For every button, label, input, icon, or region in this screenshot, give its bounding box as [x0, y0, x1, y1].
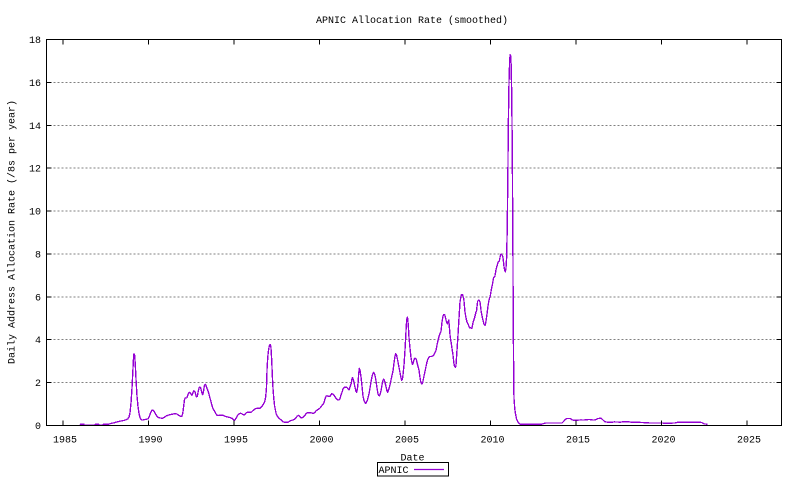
svg-text:18: 18	[29, 36, 41, 47]
svg-text:0: 0	[35, 422, 41, 433]
svg-text:1990: 1990	[138, 436, 162, 447]
svg-text:2020: 2020	[651, 436, 675, 447]
svg-text:14: 14	[29, 122, 41, 133]
svg-text:1985: 1985	[53, 436, 77, 447]
svg-text:Date: Date	[400, 454, 424, 465]
svg-text:4: 4	[35, 336, 41, 347]
svg-text:6: 6	[35, 293, 41, 304]
svg-text:2000: 2000	[309, 436, 333, 447]
svg-text:2005: 2005	[395, 436, 419, 447]
svg-text:10: 10	[29, 208, 41, 219]
svg-text:8: 8	[35, 250, 41, 261]
svg-text:16: 16	[29, 79, 41, 90]
svg-text:Daily Address Allocation Rate: Daily Address Allocation Rate (/8s per y…	[7, 100, 19, 364]
svg-text:2025: 2025	[737, 436, 761, 447]
svg-text:2: 2	[35, 379, 41, 390]
svg-text:2010: 2010	[480, 436, 504, 447]
svg-text:2015: 2015	[566, 436, 590, 447]
svg-text:APNIC: APNIC	[378, 466, 408, 477]
svg-text:APNIC Allocation Rate (smoothe: APNIC Allocation Rate (smoothed)	[316, 15, 508, 27]
svg-text:1995: 1995	[224, 436, 248, 447]
svg-text:12: 12	[29, 165, 41, 176]
